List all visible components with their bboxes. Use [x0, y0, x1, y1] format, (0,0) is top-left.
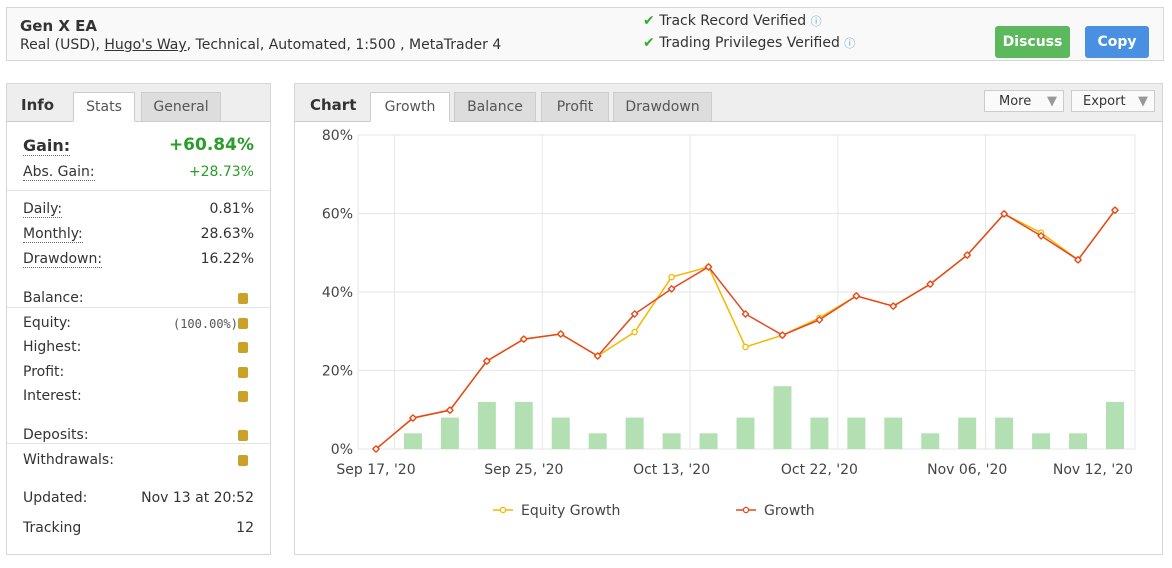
row-value: Nov 13 at 20:52	[141, 490, 254, 506]
verified-1: ✔ Track Record Verified ⓘ	[643, 13, 822, 29]
lock-icon	[238, 293, 248, 304]
gain-label: Gain:	[23, 136, 71, 156]
lock-icon	[238, 430, 248, 441]
separator	[7, 190, 270, 191]
export-menu[interactable]: Export ▼	[1071, 90, 1155, 112]
lock-icon	[238, 391, 248, 403]
label: Profit:	[23, 363, 65, 380]
separator	[7, 443, 270, 444]
row-label: Withdrawals:	[23, 452, 114, 468]
label: Drawdown:	[23, 251, 103, 268]
chart-panel: Chart Growth Balance Profit Drawdown Mor…	[294, 83, 1163, 555]
label: Tracking	[23, 520, 82, 536]
lock-icon	[238, 342, 248, 354]
verification: Track Record Verified	[659, 13, 807, 29]
tab[interactable]: General	[141, 92, 221, 122]
label: Balance:	[23, 290, 84, 306]
tab[interactable]: Stats	[73, 92, 135, 122]
lock-icon	[238, 317, 248, 329]
label: Deposits:	[23, 427, 89, 443]
details: , Technical, Automated, 1:500 , MetaTrad…	[186, 37, 502, 53]
more-menu[interactable]: More ▼	[984, 90, 1064, 112]
abs-gain-value: +28.73%	[188, 164, 254, 180]
verified-2: ✔ Trading Privileges Verified ⓘ	[643, 35, 856, 51]
label: Highest:	[23, 339, 82, 356]
tab[interactable]: Balance	[454, 92, 536, 122]
row-value: 12	[236, 520, 254, 536]
label: Daily:	[23, 201, 63, 218]
menu-label: More	[999, 94, 1032, 109]
row-label: Profit:	[23, 364, 64, 380]
lock-icon	[238, 455, 248, 466]
title: Gen X EA	[20, 17, 98, 35]
row-label: Drawdown:	[23, 251, 103, 268]
tab[interactable]: Drawdown	[613, 92, 712, 122]
separator	[7, 307, 270, 308]
chart-heading: Chart	[310, 96, 357, 114]
tab[interactable]: Profit	[541, 92, 609, 122]
info-panel: Info Stats General Gain: +60.84% Abs. Ga…	[6, 83, 271, 555]
label: Equity:	[23, 314, 71, 331]
subtitle: Real (USD), Hugo's Way, Technical, Autom…	[20, 37, 501, 53]
gain-value: +60.84%	[168, 135, 254, 155]
row-value: 16.22%	[200, 251, 254, 267]
discuss-button[interactable]: Discuss	[995, 26, 1070, 58]
account: Real (USD),	[20, 37, 105, 53]
tab[interactable]: Growth	[370, 92, 450, 122]
row-value: 0.81%	[209, 201, 254, 217]
row-value: 28.63%	[200, 226, 254, 242]
abs-gain-label: Abs. Gain:	[23, 164, 95, 181]
info-heading: Info	[21, 96, 55, 114]
menu-label: Export	[1083, 94, 1126, 109]
copy-button[interactable]: Copy	[1085, 26, 1149, 58]
row-label: Updated:	[23, 490, 87, 506]
verification: Trading Privileges Verified	[659, 35, 840, 51]
row-label: Deposits:	[23, 427, 89, 443]
tab-bar	[7, 84, 270, 122]
label: Withdrawals:	[23, 452, 114, 468]
row-label: Interest:	[23, 388, 82, 404]
row-value: (100.00%)	[172, 316, 238, 331]
row-label: Tracking	[23, 520, 81, 536]
row-label: Balance:	[23, 290, 84, 306]
label: Monthly:	[23, 226, 83, 243]
row-label: Equity:	[23, 315, 71, 331]
label: Updated:	[23, 490, 88, 506]
row-label: Monthly:	[23, 226, 83, 243]
broker-link[interactable]: Hugo's Way	[104, 37, 187, 53]
lock-icon	[238, 366, 248, 378]
label: Interest:	[23, 388, 82, 405]
row-label: Daily:	[23, 201, 63, 218]
header: Gen X EA Real (USD), Hugo's Way, Technic…	[6, 7, 1164, 61]
row-label: Highest:	[23, 339, 81, 355]
